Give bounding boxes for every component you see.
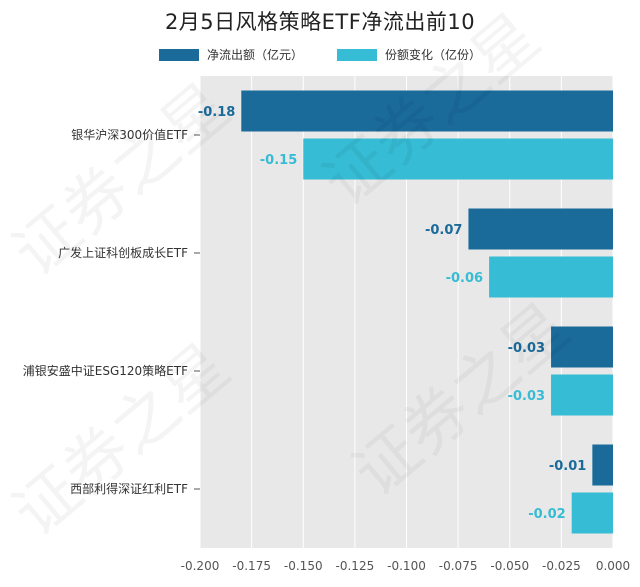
legend: 净流出额（亿元） 份额变化（亿份）: [0, 46, 640, 63]
chart-title: 2月5日风格策略ETF净流出前10: [164, 10, 476, 34]
x-tick-label: -0.150: [284, 559, 323, 573]
legend-label-outflow: 净流出额（亿元）: [206, 48, 303, 62]
x-tick-label: -0.100: [387, 559, 426, 573]
legend-label-share-change: 份额变化（亿份）: [385, 48, 482, 62]
data-label: -0.07: [425, 223, 462, 238]
x-tick-label: -0.175: [232, 559, 271, 573]
data-label: -0.03: [508, 389, 545, 404]
bar: [592, 444, 613, 486]
category-label: 广发上证科创板成长ETF: [58, 245, 188, 260]
category-label: 银华沪深300价值ETF: [71, 127, 188, 142]
data-label: -0.03: [508, 341, 545, 356]
x-tick-label: -0.075: [439, 559, 478, 573]
bar: [489, 256, 613, 298]
data-label: -0.06: [446, 271, 483, 286]
data-label: -0.18: [198, 105, 235, 120]
x-tick-label: -0.125: [336, 559, 375, 573]
legend-swatch-outflow: [158, 48, 199, 61]
data-label: -0.15: [260, 153, 297, 168]
x-tick-label: 0.000: [596, 559, 630, 573]
bar: [571, 492, 613, 534]
x-tick-label: -0.200: [181, 559, 220, 573]
legend-item-outflow[interactable]: 净流出额（亿元）: [158, 46, 303, 63]
data-label: -0.01: [549, 459, 586, 474]
bar: [551, 374, 613, 416]
bar: [468, 208, 613, 250]
bar: [303, 138, 613, 180]
data-label: -0.02: [528, 507, 565, 522]
legend-swatch-share-change: [337, 48, 377, 61]
category-label: 浦银安盛中证ESG120策略ETF: [23, 363, 188, 378]
category-label: 西部利得深证红利ETF: [70, 481, 188, 496]
bar: [241, 90, 614, 132]
bar: [551, 326, 613, 368]
x-tick-label: -0.050: [490, 559, 529, 573]
x-tick-label: -0.025: [542, 559, 581, 573]
legend-item-share-change[interactable]: 份额变化（亿份）: [337, 46, 481, 63]
